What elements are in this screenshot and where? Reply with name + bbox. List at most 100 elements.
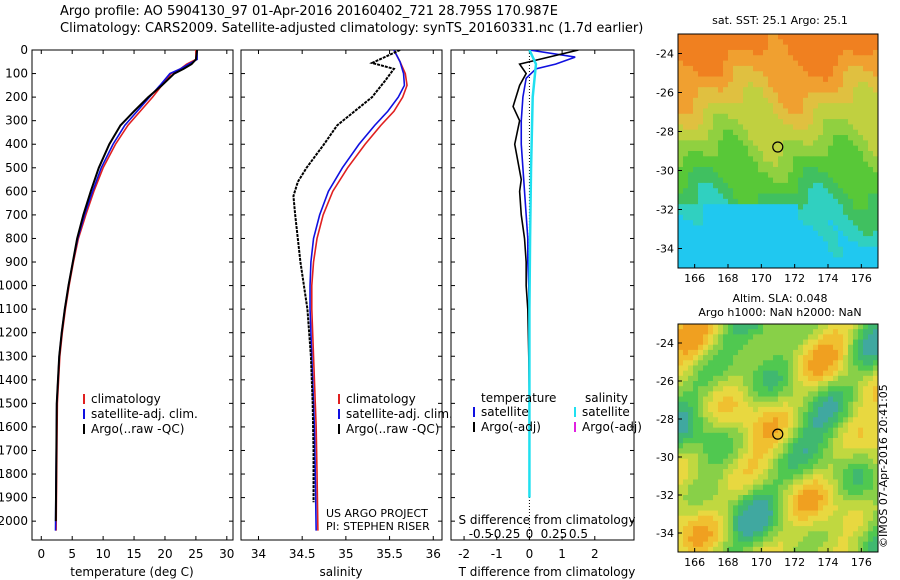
sst-cell bbox=[723, 252, 729, 258]
sla-cell bbox=[838, 365, 844, 372]
legend-sal-argo: Argo(-adj) bbox=[582, 420, 642, 434]
sla-cell bbox=[763, 370, 769, 377]
sst-cell bbox=[698, 140, 704, 147]
sla-cell bbox=[743, 463, 749, 470]
sst-cell bbox=[793, 76, 799, 83]
sst-cell bbox=[713, 225, 719, 232]
sla-cell bbox=[853, 422, 859, 429]
sla-cell bbox=[868, 432, 874, 439]
sla-cell bbox=[743, 406, 749, 413]
sla-cell bbox=[718, 417, 724, 423]
sst-cell bbox=[758, 209, 764, 216]
sst-cell bbox=[828, 44, 834, 51]
sst-cell bbox=[678, 39, 684, 46]
sst-cell bbox=[853, 97, 859, 104]
sst-cell bbox=[848, 257, 854, 264]
sst-cell bbox=[703, 177, 709, 184]
sla-cell bbox=[743, 510, 749, 517]
sst-cell bbox=[778, 252, 784, 258]
sst-cell bbox=[683, 166, 689, 173]
sst-cell bbox=[698, 97, 704, 104]
sla-cell bbox=[783, 344, 789, 351]
sla-cell bbox=[823, 469, 829, 475]
sla-cell bbox=[823, 386, 829, 392]
sla-cell bbox=[848, 443, 854, 449]
sst-cell bbox=[843, 204, 849, 210]
sst-cell bbox=[848, 103, 854, 109]
sst-cell bbox=[693, 257, 699, 264]
sla-cell bbox=[788, 386, 794, 392]
sla-cell bbox=[678, 344, 684, 351]
sla-cell bbox=[768, 489, 774, 496]
sst-cell bbox=[708, 246, 714, 253]
sst-cell bbox=[693, 166, 699, 173]
sst-cell bbox=[813, 124, 819, 131]
sla-cell bbox=[803, 489, 809, 496]
sst-cell bbox=[798, 135, 804, 141]
sla-cell bbox=[833, 360, 839, 366]
sla-cell bbox=[863, 541, 869, 548]
sla-cell bbox=[683, 391, 689, 397]
sst-cell bbox=[748, 97, 754, 104]
sla-cell bbox=[858, 510, 864, 517]
sla-cell bbox=[758, 474, 764, 480]
sla-cell bbox=[683, 505, 689, 511]
sst-cell bbox=[848, 71, 854, 77]
sla-cell bbox=[678, 531, 684, 537]
sst-cell bbox=[783, 71, 789, 77]
sst-cell bbox=[778, 81, 784, 88]
sla-cell bbox=[813, 324, 819, 330]
sst-cell bbox=[728, 188, 734, 194]
sst-cell bbox=[778, 161, 784, 168]
sst-cell bbox=[718, 177, 724, 184]
sst-cell bbox=[853, 44, 859, 51]
sst-cell bbox=[803, 34, 809, 40]
sst-cell bbox=[873, 113, 879, 120]
sla-cell bbox=[768, 391, 774, 397]
sst-cell bbox=[688, 182, 694, 189]
sla-cell bbox=[873, 355, 879, 361]
sla-cell bbox=[708, 375, 714, 382]
sla-cell bbox=[848, 515, 854, 522]
sla-cell bbox=[763, 339, 769, 346]
sla-cell bbox=[868, 531, 874, 537]
sst-cell bbox=[868, 119, 874, 125]
sst-cell bbox=[838, 156, 844, 163]
sla-cell bbox=[678, 484, 684, 491]
sla-cell bbox=[763, 422, 769, 429]
sst-cell bbox=[823, 156, 829, 163]
sla-cell bbox=[773, 484, 779, 491]
sla-cell bbox=[738, 531, 744, 537]
sst-cell bbox=[803, 204, 809, 210]
sst-cell bbox=[768, 172, 774, 178]
sla-cell bbox=[873, 541, 879, 548]
sst-cell bbox=[818, 44, 824, 51]
sla-cell bbox=[778, 370, 784, 377]
sst-cell bbox=[703, 204, 709, 210]
sla-cell bbox=[698, 401, 704, 408]
sla-cell bbox=[738, 406, 744, 413]
sst-cell bbox=[823, 34, 829, 40]
sla-cell bbox=[683, 422, 689, 429]
sst-cell bbox=[758, 188, 764, 194]
sst-cell bbox=[768, 246, 774, 253]
sla-cell bbox=[728, 526, 734, 532]
sst-cell bbox=[868, 241, 874, 248]
sla-cell bbox=[803, 505, 809, 511]
sst-cell bbox=[803, 44, 809, 51]
sla-cell bbox=[763, 391, 769, 397]
sst-cell bbox=[848, 220, 854, 226]
sst-cell bbox=[823, 225, 829, 232]
sst-cell bbox=[733, 198, 739, 205]
sst-cell bbox=[858, 262, 864, 269]
sst-cell bbox=[743, 225, 749, 232]
sla-cell bbox=[838, 458, 844, 465]
sla-cell bbox=[768, 458, 774, 465]
sst-cell bbox=[683, 246, 689, 253]
sla-cell bbox=[778, 432, 784, 439]
sla-cell bbox=[868, 370, 874, 377]
sst-cell bbox=[688, 55, 694, 61]
sst-cell bbox=[808, 124, 814, 131]
sla-cell bbox=[863, 448, 869, 454]
sst-cell bbox=[843, 71, 849, 77]
